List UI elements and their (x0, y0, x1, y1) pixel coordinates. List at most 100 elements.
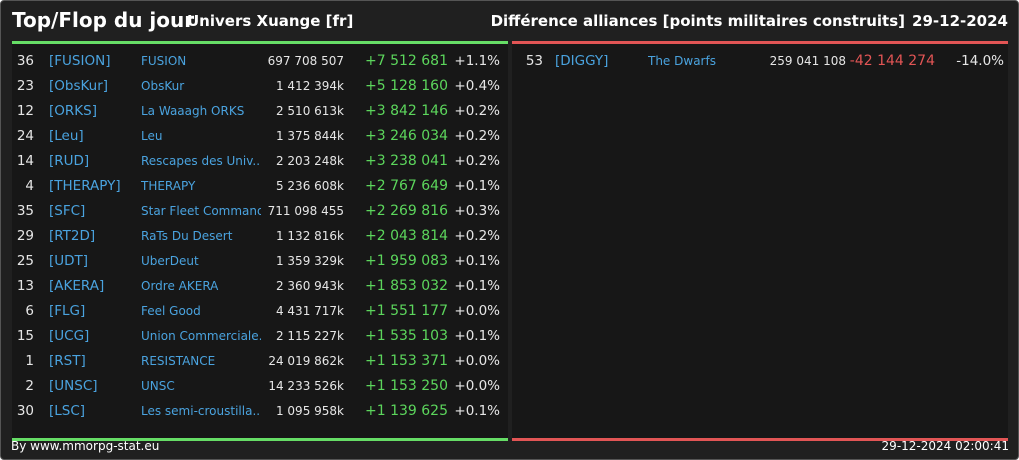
alliance-tag[interactable]: [AKERA] (49, 278, 105, 294)
alliance-tag[interactable]: [SFC] (49, 203, 86, 219)
top-alliance-row: 13 [AKERA] Ordre AKERA 2 360 943k +1 853 032… (12, 274, 508, 299)
alliance-rank: 29 (16, 228, 34, 244)
alliance-tag[interactable]: [FLG] (49, 303, 86, 319)
top-alliance-row: 25 [UDT] UberDeut 1 359 329k +1 959 083 +0.1% (12, 249, 508, 274)
alliance-rank: 35 (16, 203, 34, 219)
points-difference: +1 551 177 (365, 303, 448, 319)
top-alliance-row: 24 [Leu] Leu 1 375 844k +3 246 034 +0.2% (12, 124, 508, 149)
alliance-points: 1 095 958k (275, 404, 344, 418)
percent-change: +0.1% (454, 253, 500, 269)
alliance-rank: 4 (25, 178, 34, 194)
percent-change: +0.0% (454, 353, 500, 369)
alliance-name[interactable]: La Waaagh ORKS (141, 104, 245, 118)
alliance-rank: 15 (16, 328, 34, 344)
percent-change: +0.1% (454, 403, 500, 419)
footer-timestamp: 29-12-2024 02:00:41 (881, 439, 1009, 453)
percent-change: +0.0% (454, 303, 500, 319)
alliance-points: 4 431 717k (275, 304, 344, 318)
alliance-tag[interactable]: [Leu] (49, 128, 84, 144)
top-alliance-row: 4 [THERAPY] THERAPY 5 236 608k +2 767 649 +0.… (12, 174, 508, 199)
alliance-tag[interactable]: [LSC] (49, 403, 86, 419)
alliance-points: 1 412 394k (275, 79, 344, 93)
alliance-tag[interactable]: [THERAPY] (49, 178, 121, 194)
alliance-name[interactable]: Union Commerciale... (141, 329, 261, 343)
alliance-name[interactable]: Feel Good (141, 304, 201, 318)
percent-change: +0.1% (454, 178, 500, 194)
top-alliance-row: 12 [ORKS] La Waaagh ORKS 2 510 613k +3 842 1… (12, 99, 508, 124)
flop-alliance-row: 53 [DIGGY] The Dwarfs 259 041 108 -42 144 27… (512, 49, 1008, 74)
top-alliance-row: 29 [RT2D] RaTs Du Desert 1 132 816k +2 043 8… (12, 224, 508, 249)
alliance-name[interactable]: UNSC (141, 379, 175, 393)
percent-change: +0.3% (454, 203, 500, 219)
percent-change: +0.2% (454, 103, 500, 119)
percent-change: +0.4% (454, 78, 500, 94)
alliance-points: 2 203 248k (275, 154, 344, 168)
alliance-name[interactable]: FUSION (141, 54, 187, 68)
top-alliance-row: 15 [UCG] Union Commerciale... 2 115 227k +1 … (12, 324, 508, 349)
top-alliance-row: 30 [LSC] Les semi-croustilla... 1 095 958k +… (12, 399, 508, 424)
page-title: Top/Flop du jour (12, 8, 195, 32)
points-difference: +2 767 649 (365, 178, 448, 194)
alliance-points: 2 510 613k (275, 104, 344, 118)
alliance-name[interactable]: ObsKur (141, 79, 185, 93)
alliance-tag[interactable]: [UNSC] (49, 378, 98, 394)
alliance-tag[interactable]: [DIGGY] (555, 53, 609, 69)
points-difference: +1 853 032 (365, 278, 448, 294)
top-alliance-row: 23 [ObsKur] ObsKur 1 412 394k +5 128 160 +0.4… (12, 74, 508, 99)
alliance-rank: 53 (525, 53, 543, 69)
points-difference: +2 269 816 (365, 203, 448, 219)
alliance-points: 259 041 108 (769, 54, 846, 68)
top-panel: 36 [FUSION] FUSION 697 708 507 +7 512 681 +1.… (12, 41, 508, 441)
alliance-name[interactable]: Ordre AKERA (141, 279, 219, 293)
points-difference: +5 128 160 (365, 78, 448, 94)
alliance-tag[interactable]: [ObsKur] (49, 78, 109, 94)
percent-change: +0.2% (454, 128, 500, 144)
top-alliance-row: 14 [RUD] Rescapes des Univ... 2 203 248k +3 … (12, 149, 508, 174)
alliance-name[interactable]: THERAPY (141, 179, 196, 193)
header-date: 29-12-2024 (912, 12, 1008, 30)
alliance-points: 711 098 455 (267, 204, 344, 218)
alliance-tag[interactable]: [UDT] (49, 253, 89, 269)
alliance-points: 1 375 844k (275, 129, 344, 143)
points-difference: +2 043 814 (365, 228, 448, 244)
source-credit: By www.mmorpg-stat.eu (11, 439, 160, 453)
alliance-points: 14 233 526k (268, 379, 344, 393)
points-difference: +3 246 034 (365, 128, 448, 144)
alliance-tag[interactable]: [UCG] (49, 328, 90, 344)
alliance-rank: 12 (16, 103, 34, 119)
alliance-rank: 30 (16, 403, 34, 419)
alliance-rank: 14 (16, 153, 34, 169)
points-difference: +1 959 083 (365, 253, 448, 269)
alliance-rank: 13 (16, 278, 34, 294)
alliance-name[interactable]: Leu (141, 129, 163, 143)
alliance-tag[interactable]: [ORKS] (49, 103, 97, 119)
percent-change: -14.0% (956, 53, 1004, 69)
points-difference: +1 153 371 (365, 353, 448, 369)
alliance-rank: 24 (16, 128, 34, 144)
universe-label: Univers Xuange [fr] (187, 12, 354, 30)
points-difference: +3 842 146 (365, 103, 448, 119)
alliance-name[interactable]: The Dwarfs (648, 54, 716, 68)
alliance-name[interactable]: RESISTANCE (141, 354, 216, 368)
alliance-name[interactable]: Rescapes des Univ... (141, 154, 261, 168)
top-alliance-row: 2 [UNSC] UNSC 14 233 526k +1 153 250 +0.0% (12, 374, 508, 399)
alliance-name[interactable]: UberDeut (141, 254, 199, 268)
alliance-tag[interactable]: [RT2D] (49, 228, 96, 244)
top-alliance-row: 6 [FLG] Feel Good 4 431 717k +1 551 177 +0.0% (12, 299, 508, 324)
alliance-tag[interactable]: [RST] (49, 353, 86, 369)
alliance-tag[interactable]: [RUD] (49, 153, 90, 169)
top-alliance-row: 1 [RST] RESISTANCE 24 019 862k +1 153 371 +0.… (12, 349, 508, 374)
alliance-name[interactable]: RaTs Du Desert (141, 229, 233, 243)
alliance-name[interactable]: Les semi-croustilla... (141, 404, 261, 418)
alliance-points: 5 236 608k (275, 179, 344, 193)
percent-change: +0.0% (454, 378, 500, 394)
points-difference: +1 139 625 (365, 403, 448, 419)
alliance-rank: 2 (25, 378, 34, 394)
alliance-tag[interactable]: [FUSION] (49, 53, 111, 69)
alliance-points: 1 132 816k (275, 229, 344, 243)
alliance-points: 697 708 507 (267, 54, 344, 68)
percent-change: +0.1% (454, 328, 500, 344)
alliance-points: 2 360 943k (275, 279, 344, 293)
alliance-name[interactable]: Star Fleet Command (141, 204, 261, 218)
top-alliance-row: 35 [SFC] Star Fleet Command 711 098 455 +2 2… (12, 199, 508, 224)
